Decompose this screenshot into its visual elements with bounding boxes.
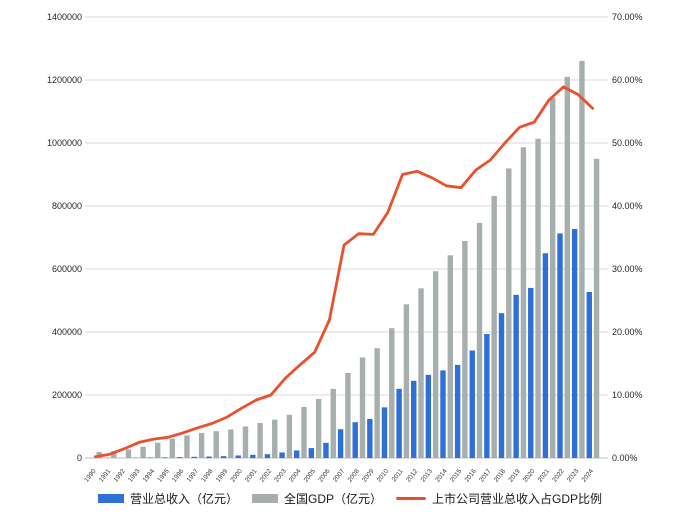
- svg-text:1999: 1999: [215, 468, 230, 484]
- svg-text:30.00%: 30.00%: [612, 264, 643, 274]
- svg-text:2008: 2008: [347, 468, 362, 484]
- svg-text:2011: 2011: [391, 468, 405, 484]
- right-axis-tick-labels: 0.00% 10.00% 20.00% 30.00% 40.00% 50.00% 60.00…: [612, 12, 643, 463]
- svg-text:2022: 2022: [551, 468, 566, 484]
- gridlines: [85, 16, 608, 459]
- legend-label-revenue: 营业总收入（亿元）: [129, 492, 238, 506]
- svg-text:2012: 2012: [405, 468, 420, 484]
- svg-text:1991: 1991: [98, 468, 113, 484]
- x-axis-year-labels: 1990 1991 1992 1993 1994 1995 1996 1997 1998 1999…: [83, 468, 595, 484]
- legend-item-revenue: 营业总收入（亿元）: [97, 490, 238, 507]
- ratio-line: [93, 85, 595, 459]
- svg-text:2015: 2015: [449, 468, 464, 484]
- svg-text:0: 0: [77, 453, 82, 463]
- svg-text:2014: 2014: [434, 468, 449, 484]
- svg-text:2006: 2006: [317, 468, 332, 484]
- svg-text:2019: 2019: [507, 468, 522, 484]
- svg-text:2001: 2001: [244, 468, 259, 484]
- svg-text:2002: 2002: [259, 468, 274, 484]
- svg-text:1998: 1998: [200, 468, 215, 484]
- svg-text:1400000: 1400000: [47, 12, 82, 22]
- svg-text:2003: 2003: [273, 468, 288, 484]
- svg-text:1992: 1992: [112, 468, 127, 484]
- svg-text:600000: 600000: [52, 264, 82, 274]
- svg-text:10.00%: 10.00%: [612, 390, 643, 400]
- svg-text:20.00%: 20.00%: [612, 327, 643, 337]
- left-axis-tick-labels: 0 200000 400000 600000 800000 1000000 1200000 1…: [47, 12, 82, 463]
- svg-text:2010: 2010: [376, 468, 391, 484]
- legend-label-gdp: 全国GDP（亿元）: [283, 492, 382, 506]
- svg-text:2005: 2005: [303, 468, 318, 484]
- svg-text:2024: 2024: [581, 468, 596, 484]
- svg-text:2020: 2020: [522, 468, 537, 484]
- gdp-bar-swatch-icon: [251, 494, 278, 503]
- ratio-line-swatch-icon: [396, 497, 426, 500]
- svg-text:2017: 2017: [478, 468, 493, 484]
- svg-text:70.00%: 70.00%: [612, 12, 643, 22]
- svg-text:2000: 2000: [229, 468, 244, 484]
- svg-text:2021: 2021: [537, 468, 552, 484]
- svg-text:800000: 800000: [52, 201, 82, 211]
- svg-text:40.00%: 40.00%: [612, 201, 643, 211]
- svg-text:400000: 400000: [52, 327, 82, 337]
- svg-text:60.00%: 60.00%: [612, 75, 643, 85]
- svg-text:2016: 2016: [464, 468, 479, 484]
- revenue-bar-swatch-icon: [97, 494, 124, 503]
- svg-text:200000: 200000: [52, 390, 82, 400]
- svg-text:1993: 1993: [127, 468, 142, 484]
- svg-text:2013: 2013: [420, 468, 435, 484]
- svg-text:1996: 1996: [171, 468, 186, 484]
- chart-legend: 营业总收入（亿元） 全国GDP（亿元） 上市公司营业总收入占GDP比例: [0, 490, 700, 507]
- legend-label-ratio: 上市公司营业总收入占GDP比例: [432, 492, 603, 506]
- svg-text:1997: 1997: [186, 468, 201, 484]
- svg-text:1990: 1990: [83, 468, 98, 484]
- svg-text:1995: 1995: [156, 468, 171, 484]
- svg-text:2007: 2007: [332, 468, 347, 484]
- svg-text:2004: 2004: [288, 468, 303, 484]
- bars-revenue: [89, 229, 592, 458]
- svg-text:1200000: 1200000: [47, 75, 82, 85]
- svg-text:50.00%: 50.00%: [612, 138, 643, 148]
- svg-text:2009: 2009: [361, 468, 376, 484]
- svg-text:1994: 1994: [142, 468, 157, 484]
- legend-item-ratio: 上市公司营业总收入占GDP比例: [396, 490, 602, 507]
- svg-text:2018: 2018: [493, 468, 508, 484]
- combo-chart: 0 200000 400000 600000 800000 1000000 1200000 1…: [47, 12, 643, 484]
- legend-item-gdp: 全国GDP（亿元）: [251, 490, 382, 507]
- svg-text:0.00%: 0.00%: [612, 453, 638, 463]
- svg-text:2023: 2023: [566, 468, 581, 484]
- svg-text:1000000: 1000000: [47, 138, 82, 148]
- bars-gdp: [96, 60, 600, 459]
